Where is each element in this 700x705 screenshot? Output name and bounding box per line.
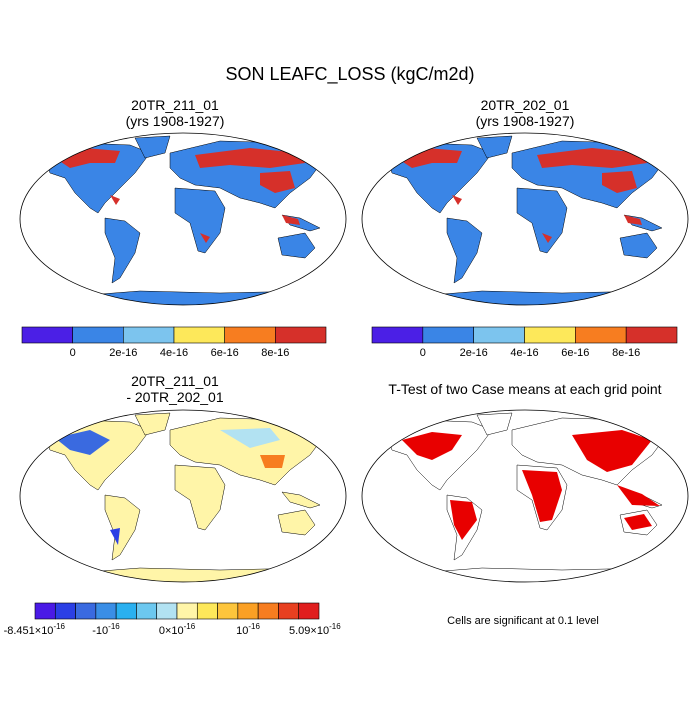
colorbar-label: 0 <box>70 347 76 359</box>
colorbar-box <box>196 602 218 620</box>
colorbar-box <box>123 326 175 344</box>
map <box>19 132 347 306</box>
colorbar-label: 5.09×10-16 <box>289 622 341 637</box>
label-exponent: -16 <box>329 622 341 631</box>
colorbar-label: 0 <box>420 347 426 359</box>
label-base: 5.09×10 <box>289 625 329 637</box>
label-base: -10 <box>92 625 108 637</box>
colorbar-box <box>473 326 525 344</box>
panel-title: 20TR_211_01 <box>131 97 219 113</box>
colorbar-box <box>115 602 137 620</box>
colorbar-label: 8e-16 <box>612 347 640 359</box>
colorbar-box <box>575 326 627 344</box>
colorbars: 0 2e-16 4e-16 6e-16 8e-16 0 2e-16 4e-16 6e-16 8e-… <box>4 326 678 637</box>
colorbar-box <box>173 326 225 344</box>
label-exponent: -16 <box>184 622 196 631</box>
panel-subtitle: (yrs 1908-1927) <box>126 113 225 129</box>
label-base: -8.451×10 <box>4 625 54 637</box>
colorbar-box <box>257 602 279 620</box>
label-base: 0×10 <box>159 625 184 637</box>
colorbar-label: 2e-16 <box>109 347 137 359</box>
colorbar-box <box>156 602 178 620</box>
panel-title: 20TR_202_01 <box>481 97 570 113</box>
colorbar-box <box>224 326 276 344</box>
colorbar-label: -8.451×10-16 <box>4 622 66 637</box>
colorbar-box <box>298 602 320 620</box>
figure-title: SON LEAFC_LOSS (kgC/m2d) <box>225 64 474 85</box>
colorbar-label: 10-16 <box>236 622 260 637</box>
colorbar-label: 4e-16 <box>510 347 538 359</box>
colorbar-box <box>217 602 239 620</box>
map <box>361 132 689 306</box>
colorbar-label: 8e-16 <box>261 347 289 359</box>
colorbar-box <box>136 602 158 620</box>
label-exponent: -16 <box>53 622 65 631</box>
colorbar-box <box>275 326 327 344</box>
colorbar-label: -10-16 <box>92 622 120 637</box>
label-base: 10 <box>236 625 248 637</box>
panel-subtitle: (yrs 1908-1927) <box>476 113 575 129</box>
colorbar-box <box>278 602 300 620</box>
colorbar-box <box>21 326 73 344</box>
colorbar-box <box>524 326 576 344</box>
colorbar-label: 6e-16 <box>561 347 589 359</box>
colorbar-box <box>34 602 56 620</box>
panel-title: 20TR_211_01 <box>131 373 219 389</box>
colorbar-box <box>176 602 198 620</box>
colorbar-label: 6e-16 <box>211 347 239 359</box>
label-exponent: -16 <box>108 622 120 631</box>
panel-subtitle: - 20TR_202_01 <box>126 389 224 405</box>
colorbar-box <box>237 602 259 620</box>
colorbar-box <box>95 602 117 620</box>
colorbar-box <box>75 602 97 620</box>
colorbar-box <box>625 326 678 344</box>
colorbar-box <box>422 326 474 344</box>
colorbar-label: 4e-16 <box>160 347 188 359</box>
colorbar-box <box>371 326 424 344</box>
colorbar-box <box>54 602 76 620</box>
colorbar-label: 2e-16 <box>460 347 488 359</box>
map <box>361 409 689 583</box>
note: Cells are significant at 0.1 level <box>447 615 599 627</box>
colorbar-label: 0×10-16 <box>159 622 196 637</box>
panel-title: T-Test of two Case means at each grid po… <box>388 381 661 397</box>
map <box>19 409 347 583</box>
colorbar-box <box>72 326 124 344</box>
label-exponent: -16 <box>248 622 260 631</box>
